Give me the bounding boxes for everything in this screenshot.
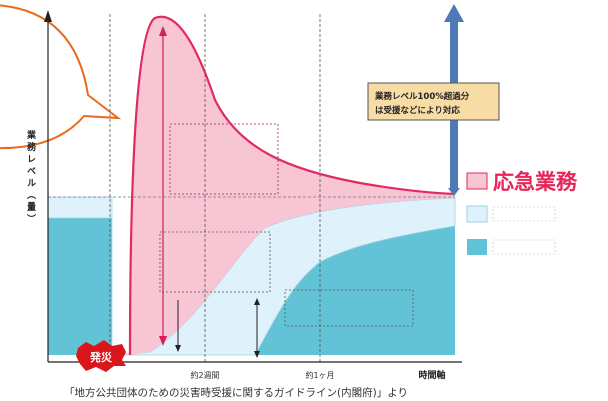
- regular-annotation: [284, 289, 414, 327]
- overflow-arrow-head: [444, 4, 464, 22]
- y-axis-arrowhead: [44, 10, 52, 22]
- overflow-callout-line2: は受援などにより対応: [375, 105, 460, 116]
- legend-swatch-priority: [466, 205, 488, 223]
- regular-arrow-top: [254, 298, 260, 305]
- onset-badge: [76, 340, 126, 372]
- source-caption: 「地方公共団体のための災害時受援に関するガイドライン(内閣府)」より: [64, 386, 408, 399]
- speech-bubble: [0, 4, 122, 150]
- legend-label-regular: [492, 239, 556, 255]
- emergency-curve: [128, 15, 456, 356]
- x-axis-label: 時間軸: [418, 369, 445, 381]
- emergency-annotation: [169, 123, 279, 195]
- emergency-arrow-top: [159, 26, 167, 36]
- priority-arrow-bottom: [175, 345, 181, 352]
- legend-label-emergency: 応急業務: [493, 170, 578, 194]
- overflow-callout-box: [367, 82, 500, 121]
- overflow-callout-line1: 業務レベル100%超過分: [374, 91, 470, 102]
- legend-swatch-emergency: [466, 172, 488, 190]
- regular-business-area: [48, 218, 455, 355]
- regular-arrow-bottom: [254, 351, 260, 358]
- y-axis-label: 業務レベル（量）: [25, 129, 37, 226]
- emergency-arrow-bottom: [159, 336, 167, 346]
- x-tick-2weeks: 約2週間: [190, 370, 219, 380]
- legend-label-priority: [492, 206, 556, 222]
- legend-swatch-regular: [467, 239, 487, 255]
- x-tick-1month: 約1ヶ月: [305, 370, 334, 380]
- emergency-business-area: [130, 16, 455, 355]
- priority-annotation: [159, 231, 271, 293]
- overflow-arrow-tail: [448, 188, 460, 196]
- onset-badge-label: 発災: [89, 350, 113, 364]
